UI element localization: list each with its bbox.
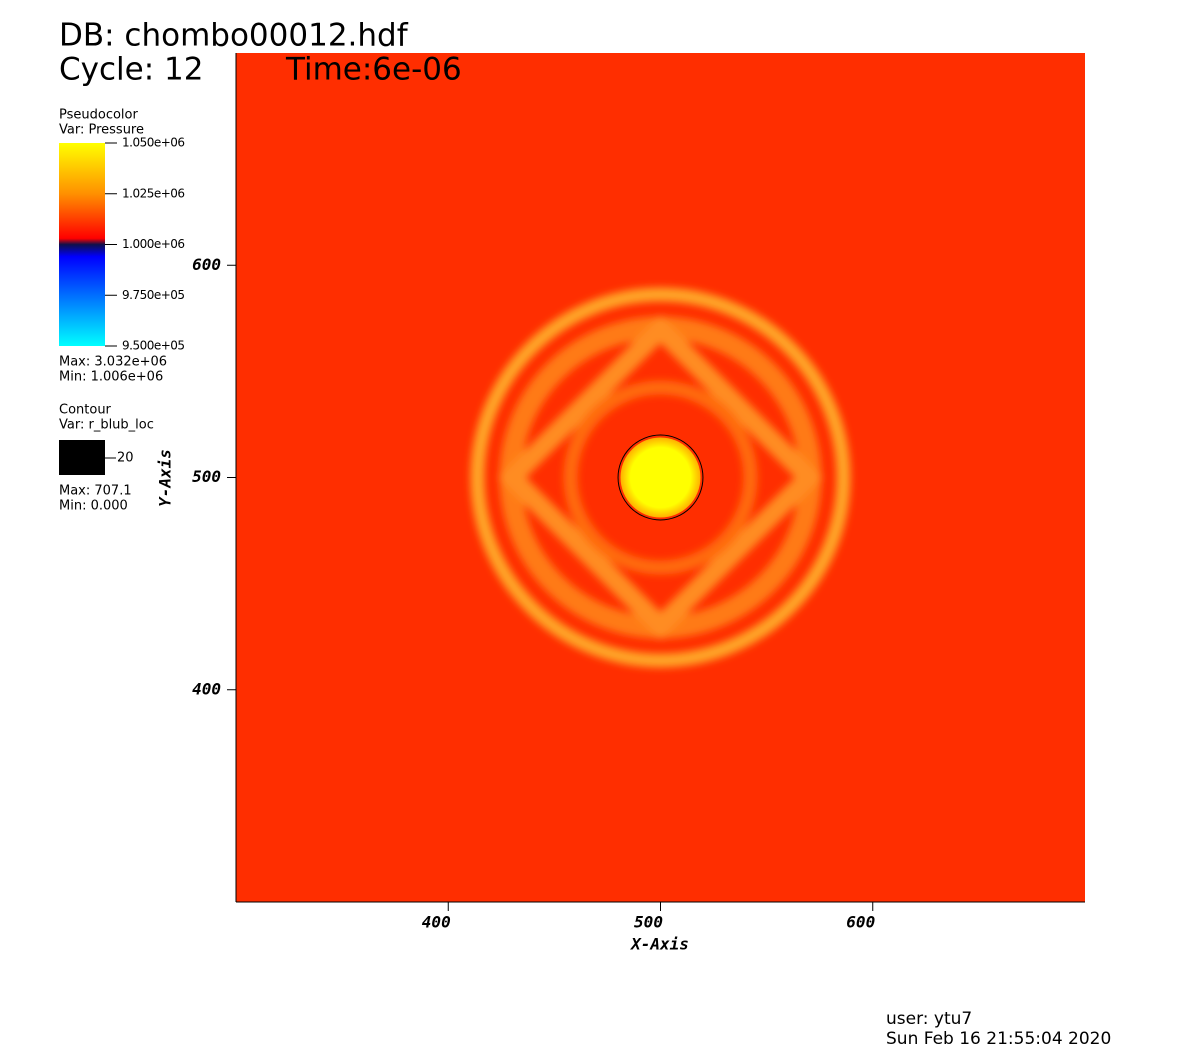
colorbar [59, 143, 105, 346]
x-axis-label: X-Axis [629, 935, 689, 954]
wave-diamond [497, 314, 824, 641]
colorbar-tick-label: 9.750e+05 [122, 288, 185, 302]
contour-legend-label: 20 [117, 451, 134, 466]
wave-mid [563, 380, 758, 575]
y-axis-label: Y-Axis [156, 449, 175, 507]
wave-ring [470, 287, 851, 668]
pressure-wave [470, 287, 851, 668]
date: Sun Feb 16 21:55:04 2020 [886, 1029, 1111, 1049]
x-tick-label: 400 [422, 913, 451, 932]
x-tick-label: 500 [634, 913, 663, 932]
legend-plot: Pseudocolor [59, 108, 138, 123]
legend-var: Var: Pressure [59, 123, 144, 138]
contour-line [617, 434, 704, 521]
y-tick-label: 400 [192, 679, 221, 698]
y-tick-label: 600 [192, 255, 221, 274]
colorbar-tick-label: 1.050e+06 [122, 136, 185, 150]
y-tick-label: 500 [192, 467, 221, 486]
contour-plot: Contour [59, 403, 112, 418]
cycle: Cycle: 12 [59, 52, 203, 88]
contour-min: Min: 0.000 [59, 499, 128, 514]
contour-max: Max: 707.1 [59, 484, 132, 499]
legend-max: Max: 3.032e+06 [59, 355, 167, 370]
contour-var: Var: r_blub_loc [59, 418, 154, 433]
x-tick-label: 600 [846, 913, 875, 932]
colorbar-tick-label: 9.500e+05 [122, 339, 185, 353]
legend-min: Min: 1.006e+06 [59, 370, 163, 385]
user: user: ytu7 [886, 1009, 972, 1029]
title: DB: chombo00012.hdf [59, 18, 409, 54]
colorbar-tick-label: 1.025e+06 [122, 186, 185, 200]
colorbar-tick-label: 1.000e+06 [122, 237, 185, 251]
core [620, 437, 701, 518]
time: Time:6e-06 [285, 52, 462, 88]
plot-area [236, 53, 1085, 902]
contour-swatch [59, 440, 105, 475]
